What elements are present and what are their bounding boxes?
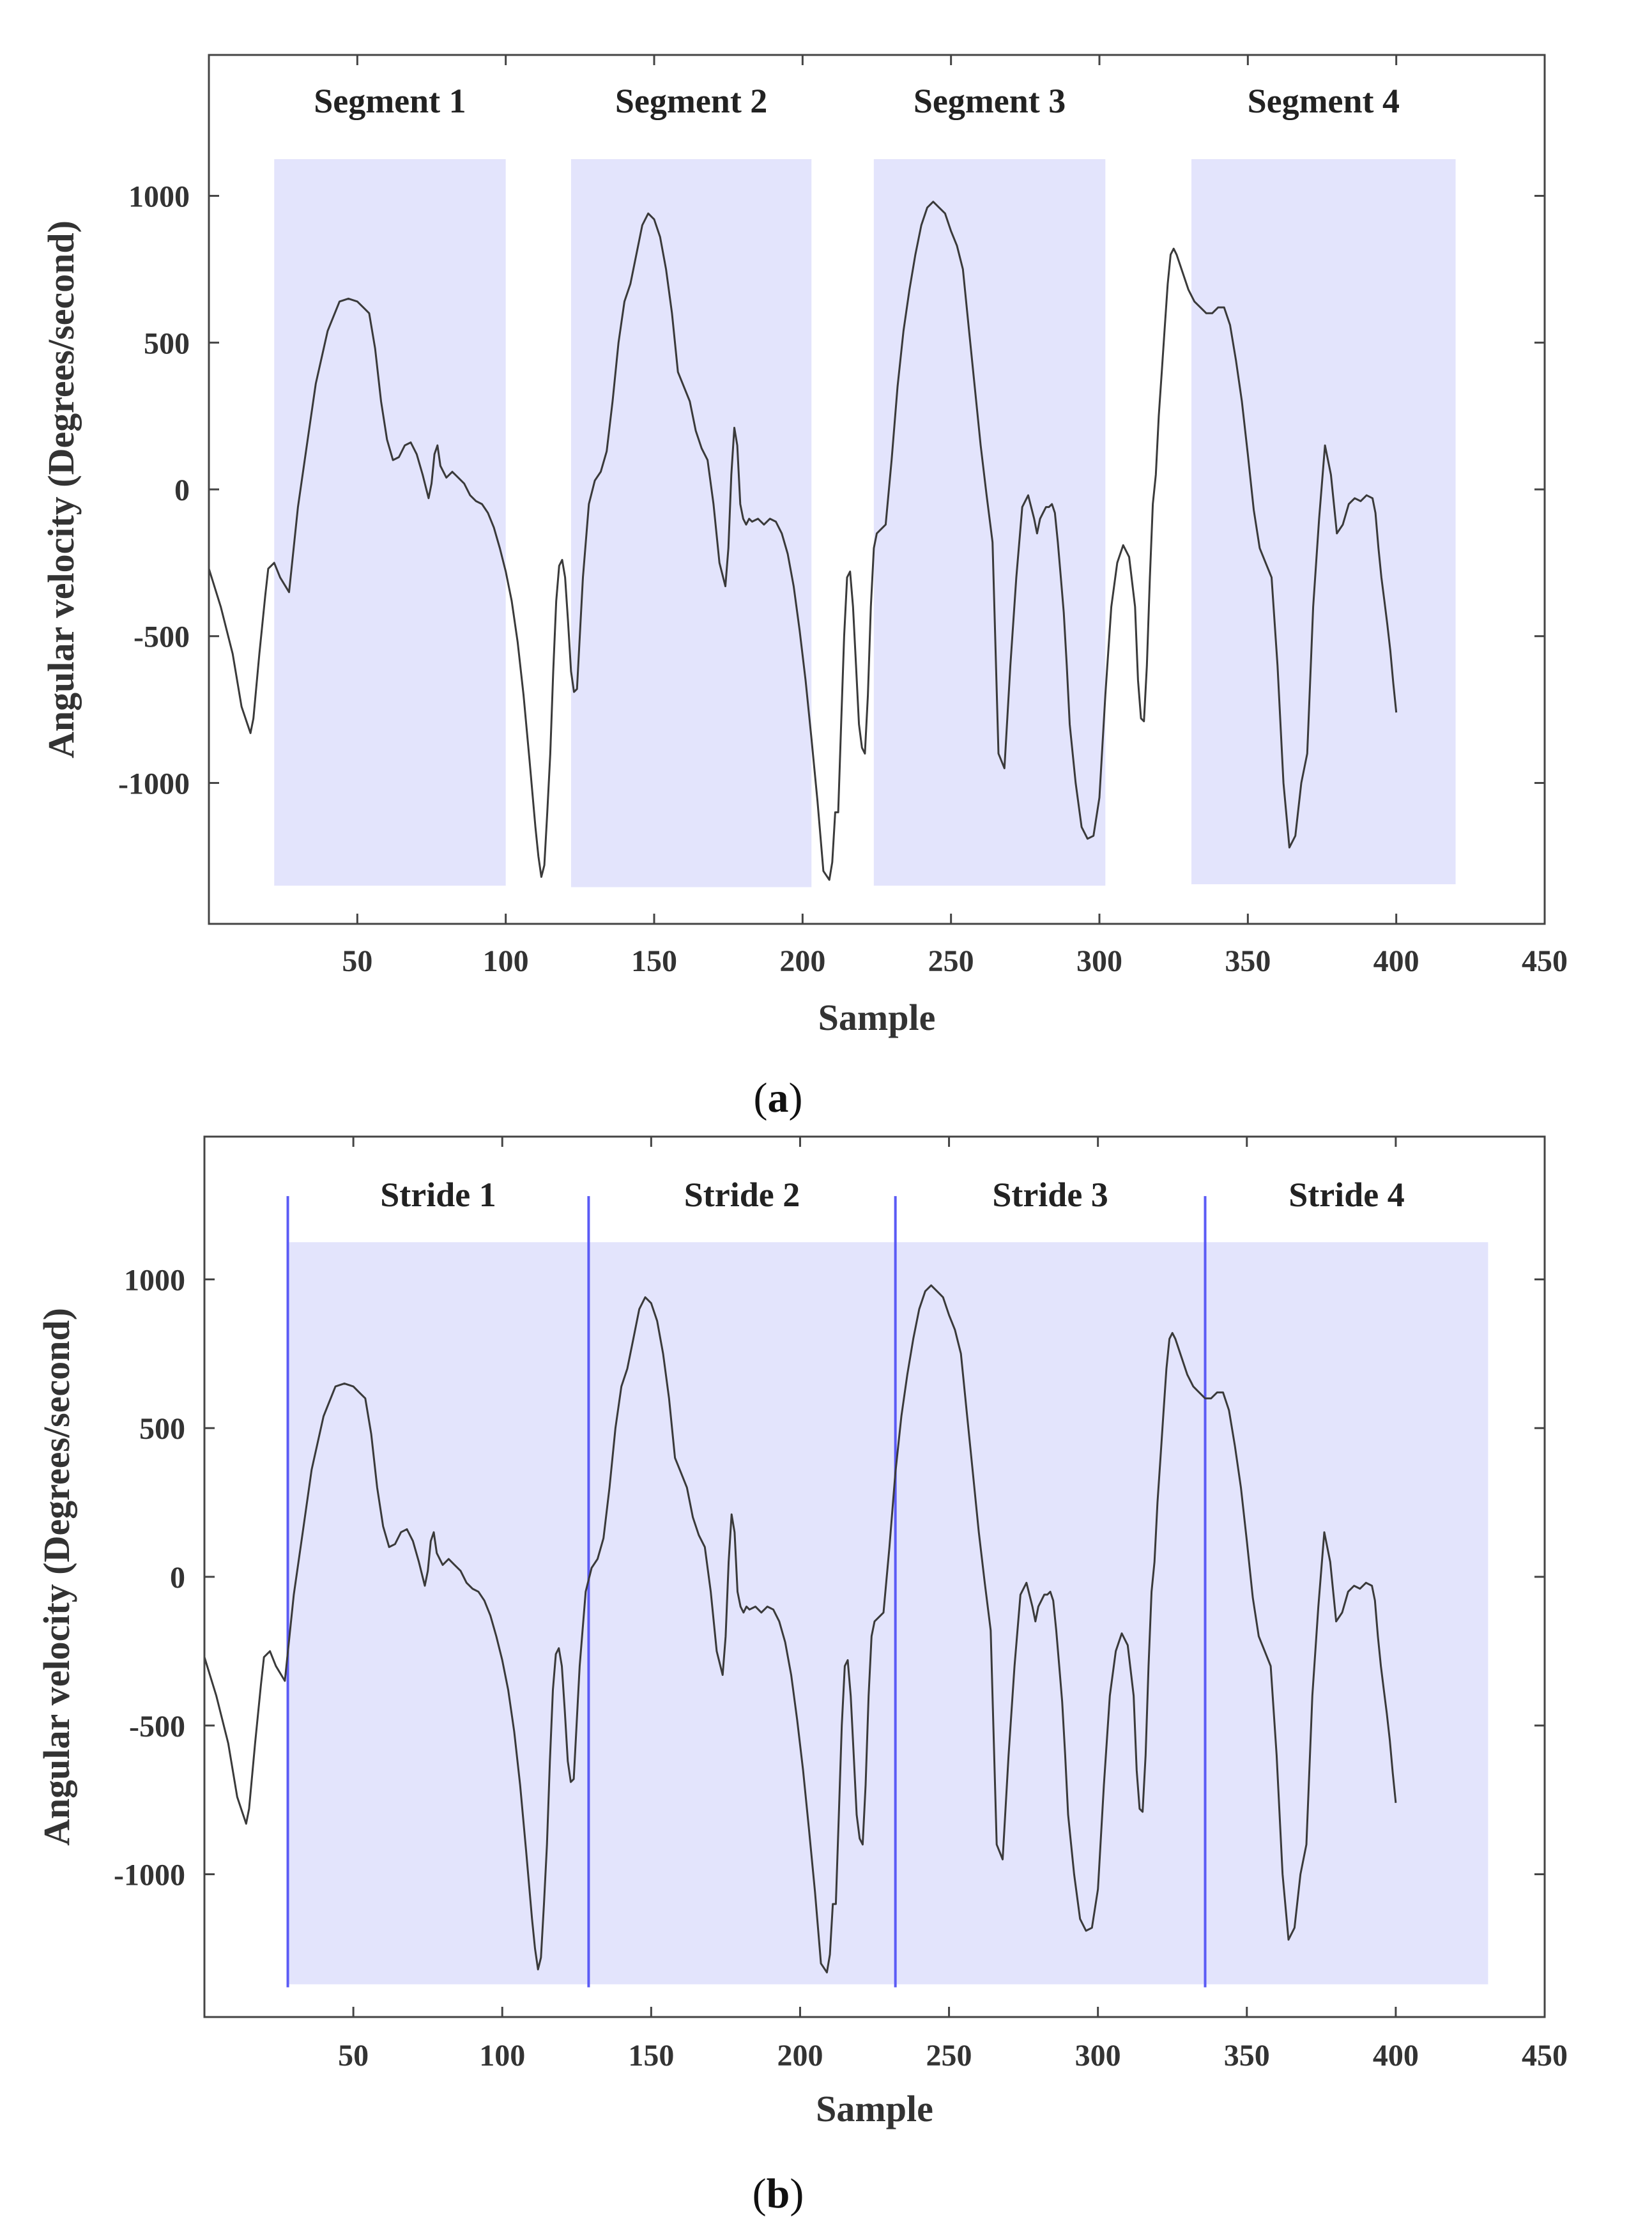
x-tick-label: 250 [926, 2039, 972, 2073]
region-band [287, 1242, 589, 1984]
x-tick-label: 150 [628, 2039, 674, 2073]
y-tick-label: -1000 [118, 767, 190, 801]
x-tick-label: 200 [779, 944, 825, 978]
panel-label: (b) [753, 2170, 804, 2217]
y-tick-label: 500 [144, 326, 190, 360]
panel-label: (a) [754, 1075, 803, 1121]
y-tick-label: -1000 [114, 1859, 185, 1892]
y-tick-label: 1000 [124, 1263, 185, 1297]
region-band [895, 1242, 1205, 1984]
region-label: Segment 2 [615, 82, 767, 120]
y-axis-title: Angular velocity (Degrees/second) [40, 220, 82, 758]
x-tick-label: 200 [777, 2039, 823, 2073]
x-tick-label: 350 [1225, 944, 1271, 978]
panel-letter: a [768, 1075, 789, 1121]
x-tick-label: 400 [1373, 944, 1419, 978]
y-tick-label: 0 [174, 473, 190, 507]
x-tick-label: 300 [1076, 944, 1122, 978]
region-label: Stride 2 [684, 1176, 800, 1214]
x-tick-label: 450 [1522, 944, 1568, 978]
chart-panel-a: 50 100 150 200 250 300 350 400 450 1000 500 0 -500 -1… [40, 54, 1568, 1121]
region-band [274, 159, 506, 886]
x-tick-label: 400 [1373, 2039, 1419, 2073]
x-axis-title: Sample [816, 2088, 933, 2129]
region-label: Stride 1 [380, 1176, 496, 1214]
y-tick-label: 500 [139, 1412, 185, 1446]
y-tick-label: -500 [134, 620, 190, 654]
x-tick-label: 450 [1522, 2039, 1568, 2073]
region-band [1191, 159, 1456, 884]
x-tick-label: 100 [483, 944, 529, 978]
x-tick-label: 50 [342, 944, 372, 978]
x-tick-label: 300 [1075, 2039, 1121, 2073]
region-band [1205, 1242, 1488, 1984]
x-tick-label: 100 [479, 2039, 525, 2073]
y-tick-label: -500 [129, 1710, 185, 1744]
x-tick-label: 150 [631, 944, 677, 978]
y-axis-title: Angular velocity (Degrees/second) [36, 1308, 77, 1846]
region-label: Segment 1 [314, 82, 466, 120]
region-label: Segment 4 [1248, 82, 1400, 120]
x-tick-label: 350 [1224, 2039, 1270, 2073]
region-band [588, 1242, 896, 1984]
panel-letter: b [767, 2170, 790, 2217]
region-band [570, 159, 812, 887]
y-tick-label: 0 [170, 1561, 185, 1595]
region-label: Stride 4 [1289, 1176, 1405, 1214]
region-label: Segment 3 [914, 82, 1066, 120]
y-tick-label: 1000 [128, 180, 190, 214]
signal-line [203, 1284, 1397, 1974]
signal-line [208, 201, 1398, 881]
chart-panel-b: 50 100 150 200 250 300 350 400 450 1000 500 0 -500 -1… [36, 1135, 1568, 2217]
region-label: Stride 3 [992, 1176, 1108, 1214]
x-tick-label: 250 [928, 944, 974, 978]
x-tick-label: 50 [338, 2039, 369, 2073]
x-axis-title: Sample [818, 997, 936, 1038]
